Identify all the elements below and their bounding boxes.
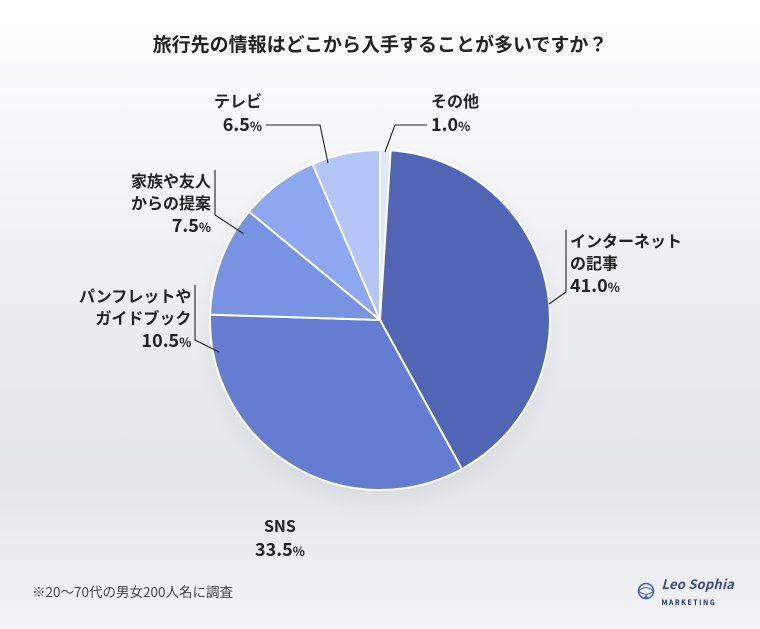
slice-label: テレビ6.5% (214, 90, 262, 136)
brand-logo: Leo Sophia MARKETING (637, 574, 734, 607)
slice-label: パンフレットやガイドブック10.5% (79, 285, 191, 352)
slice-label: その他1.0% (431, 90, 479, 136)
slice-label: 家族や友人からの提案7.5% (131, 170, 211, 237)
leader-line (549, 230, 566, 304)
globe-ribbon-icon (637, 582, 655, 600)
brand-line2: MARKETING (661, 598, 716, 608)
slice-label: インターネットの記事41.0% (570, 230, 682, 297)
leader-line (266, 125, 328, 163)
footnote: ※20～70代の男女200人名に調査 (32, 581, 233, 601)
chart-canvas: 旅行先の情報はどこから入手することが多いですか？ その他1.0%インターネットの… (0, 0, 760, 629)
leader-line (385, 125, 427, 152)
brand-line1: Leo Sophia (661, 574, 734, 593)
slice-label: SNS33.5% (255, 515, 305, 561)
